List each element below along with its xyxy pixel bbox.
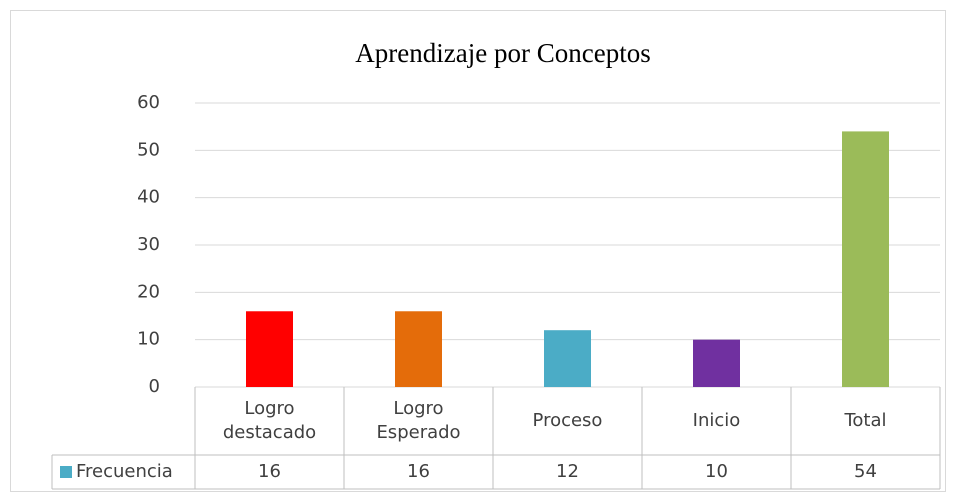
table-value: 54 bbox=[854, 461, 877, 482]
bar bbox=[842, 131, 889, 387]
legend-item: Frecuencia bbox=[52, 455, 195, 489]
y-tick-label: 0 bbox=[149, 376, 160, 397]
table-value: 16 bbox=[258, 461, 281, 482]
y-tick-label: 40 bbox=[137, 187, 160, 208]
x-tick-label: Proceso bbox=[532, 410, 603, 431]
chart-title: Aprendizaje por Conceptos bbox=[355, 38, 650, 68]
y-tick-label: 20 bbox=[137, 281, 160, 302]
x-tick-label: Logro destacado bbox=[222, 398, 317, 443]
bar bbox=[395, 311, 442, 387]
bar bbox=[246, 311, 293, 387]
chart-border bbox=[10, 10, 946, 492]
x-tick-label: Total bbox=[844, 410, 887, 431]
bar bbox=[544, 330, 591, 387]
bar bbox=[693, 339, 740, 387]
x-tick-label: Inicio bbox=[692, 410, 741, 431]
table-value: 12 bbox=[556, 461, 579, 482]
table-value: 16 bbox=[407, 461, 430, 482]
legend-swatch bbox=[60, 466, 72, 478]
y-tick-label: 50 bbox=[137, 139, 160, 160]
table-value: 10 bbox=[705, 461, 728, 482]
y-tick-label: 10 bbox=[137, 329, 160, 350]
legend-label: Frecuencia bbox=[76, 461, 173, 482]
x-tick-label: Logro Esperado bbox=[376, 398, 461, 443]
y-tick-label: 60 bbox=[137, 92, 160, 113]
y-tick-label: 30 bbox=[137, 234, 160, 255]
